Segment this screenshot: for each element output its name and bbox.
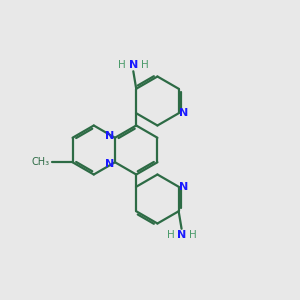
Text: N: N xyxy=(105,159,114,169)
Text: H: H xyxy=(167,230,174,240)
Text: CH₃: CH₃ xyxy=(31,157,50,167)
Text: N: N xyxy=(177,230,186,240)
Text: N: N xyxy=(129,60,138,70)
Text: H: H xyxy=(140,60,148,70)
Text: H: H xyxy=(189,230,196,240)
Text: H: H xyxy=(118,60,126,70)
Text: N: N xyxy=(179,108,188,118)
Text: N: N xyxy=(179,182,188,192)
Text: N: N xyxy=(105,131,114,141)
